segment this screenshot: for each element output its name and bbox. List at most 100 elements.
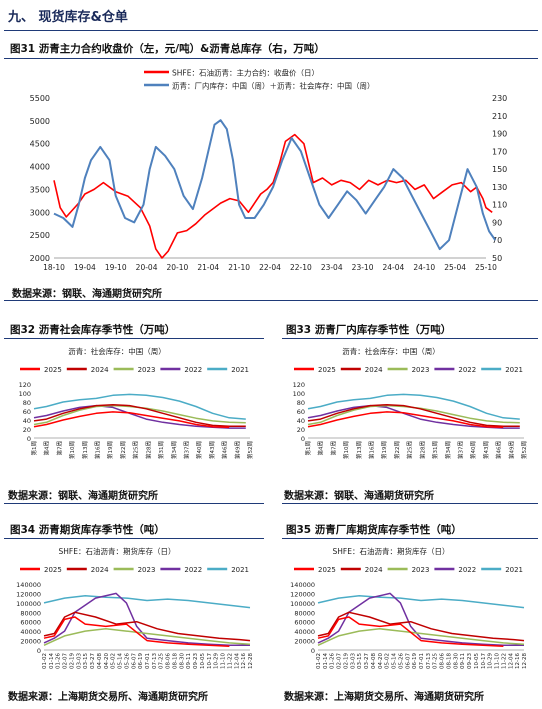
x-tick-8: 第25周 — [132, 441, 140, 459]
x-tick-24: 10-17 — [481, 653, 487, 669]
x-tick-19: 08-18 — [172, 653, 178, 669]
y-right-tick-2: 90 — [492, 218, 502, 227]
series-line-2 — [43, 628, 251, 646]
y-right-tick-7: 190 — [492, 130, 507, 139]
x-tick-21: 09-11 — [460, 653, 466, 669]
y-left-tick-1: 2500 — [30, 231, 50, 240]
y-left-tick-3: 3500 — [30, 185, 50, 194]
legend-label-2: 2023 — [412, 366, 430, 374]
y-left-tick-7: 5500 — [30, 94, 50, 103]
y-tick-3: 60000 — [294, 619, 315, 627]
x-tick-4: 第13周 — [81, 441, 89, 459]
x-tick-10: 第31周 — [431, 441, 439, 459]
x-tick-6: 第19周 — [106, 441, 114, 459]
x-tick-17: 07-25 — [159, 653, 165, 669]
x-tick-10: 第31周 — [157, 441, 165, 459]
x-tick-23: 10-05 — [474, 653, 480, 669]
x-tick-15: 第46周 — [221, 441, 229, 459]
series-line-4 — [43, 595, 251, 609]
y-right-tick-1: 70 — [492, 236, 502, 245]
y-tick-0: 0 — [27, 435, 31, 443]
x-tick-19: 08-18 — [446, 653, 452, 669]
x-tick-12: 第37周 — [182, 441, 190, 459]
y-tick-0: 0 — [37, 647, 41, 655]
x-tick-28: 12-04 — [234, 653, 240, 669]
x-tick-22: 09-23 — [467, 653, 473, 669]
x-tick-8: 第25周 — [406, 441, 414, 459]
x-tick-14: 06-19 — [138, 653, 144, 669]
x-tick-12: 05-26 — [124, 653, 130, 669]
x-tick-26: 11-10 — [221, 653, 227, 669]
x-tick-5: 21-04 — [197, 263, 219, 272]
x-tick-5: 第16周 — [368, 441, 376, 459]
chart-subtitle: 沥青：社会库存：中国（周） — [68, 346, 166, 356]
x-tick-4: 02-19 — [343, 653, 349, 669]
x-tick-24: 10-17 — [207, 653, 213, 669]
figure-32-bottom-rule — [4, 503, 264, 504]
figure-33-title: 图33 沥青厂内库存季节性（万吨） — [286, 324, 452, 336]
legend-label-3: 2022 — [184, 566, 202, 574]
x-tick-29: 12-16 — [241, 653, 247, 669]
series-line-0 — [317, 616, 504, 647]
x-tick-20: 08-30 — [453, 653, 459, 669]
y-right-tick-5: 150 — [492, 165, 507, 174]
x-tick-12: 第37周 — [456, 441, 464, 459]
y-tick-4: 80 — [297, 399, 305, 407]
y-tick-1: 20000 — [294, 638, 315, 646]
figure-35-rule — [282, 538, 538, 539]
y-tick-6: 120 — [293, 381, 305, 389]
x-tick-0: 01-02 — [316, 653, 322, 669]
y-tick-7: 140000 — [16, 581, 41, 589]
legend-label-0: 2025 — [318, 366, 336, 374]
x-tick-15: 第46周 — [495, 441, 503, 459]
x-tick-12: 24-10 — [413, 263, 435, 272]
y-tick-0: 0 — [301, 435, 305, 443]
x-tick-9: 04-20 — [104, 653, 110, 669]
figure-32-chart: 沥青：社会库存：中国（周） 2025 2024 2023 2022 2021 0204060… — [19, 346, 254, 459]
x-tick-14: 第43周 — [208, 441, 216, 459]
figure-33-source: 数据来源：钢联、海通期货研究所 — [284, 491, 434, 502]
y-right-tick-6: 170 — [492, 147, 507, 156]
x-tick-13: 06-07 — [131, 653, 137, 669]
y-left-tick-5: 4500 — [30, 140, 50, 149]
x-tick-7: 03-27 — [364, 653, 370, 669]
x-tick-1: 01-14 — [49, 653, 55, 669]
x-tick-4: 第13周 — [355, 441, 363, 459]
y-tick-1: 20 — [297, 426, 305, 434]
x-tick-10: 05-02 — [111, 653, 117, 669]
figure-31-rule — [4, 58, 538, 59]
figure-32-source: 数据来源：钢联、海通期货研究所 — [8, 491, 158, 502]
chart-subtitle: SHFE：石油沥青：期货库存（日） — [59, 546, 176, 556]
x-tick-27: 11-22 — [227, 653, 233, 669]
figure-34-source: 数据来源：上海期货交易所、海通期货研究所 — [8, 692, 208, 703]
figure-35-source: 数据来源：上海期货交易所、海通期货研究所 — [284, 692, 484, 703]
x-tick-16: 第49周 — [507, 441, 515, 459]
legend-label-2: 2023 — [138, 366, 156, 374]
x-tick-15: 07-01 — [145, 653, 151, 669]
x-tick-30: 12-28 — [248, 653, 254, 669]
y-tick-4: 80000 — [20, 609, 41, 617]
x-tick-2: 第7周 — [55, 441, 63, 456]
y-tick-5: 100 — [293, 390, 305, 398]
figure-34-chart: SHFE：石油沥青：期货库存（日） 2025 2024 2023 2022 2021 020… — [16, 546, 254, 669]
x-tick-18: 08-06 — [440, 653, 446, 669]
series-line-2 — [317, 628, 525, 646]
legend-label-3: 2022 — [458, 366, 476, 374]
series-line-4 — [33, 393, 246, 420]
x-tick-11: 第34周 — [170, 441, 178, 459]
x-tick-22: 09-23 — [193, 653, 199, 669]
x-tick-5: 第16周 — [94, 441, 102, 459]
x-tick-6: 03-15 — [357, 653, 363, 669]
x-tick-4: 20-10 — [167, 263, 189, 272]
x-tick-14: 25-10 — [475, 263, 497, 272]
x-tick-3: 第10周 — [68, 441, 76, 459]
legend-label-1: 2024 — [365, 566, 383, 574]
y-tick-4: 80 — [23, 399, 31, 407]
legend-label-3: 2022 — [184, 366, 202, 374]
x-tick-9: 第28周 — [144, 441, 152, 459]
x-tick-7: 第22周 — [119, 441, 127, 459]
figure-33-bottom-rule — [282, 503, 538, 504]
x-tick-3: 02-07 — [63, 653, 69, 669]
figure-31-title: 图31 沥青主力合约收盘价（左，元/吨）&沥青总库存（右，万吨） — [10, 43, 325, 55]
series-line-1 — [53, 119, 497, 251]
